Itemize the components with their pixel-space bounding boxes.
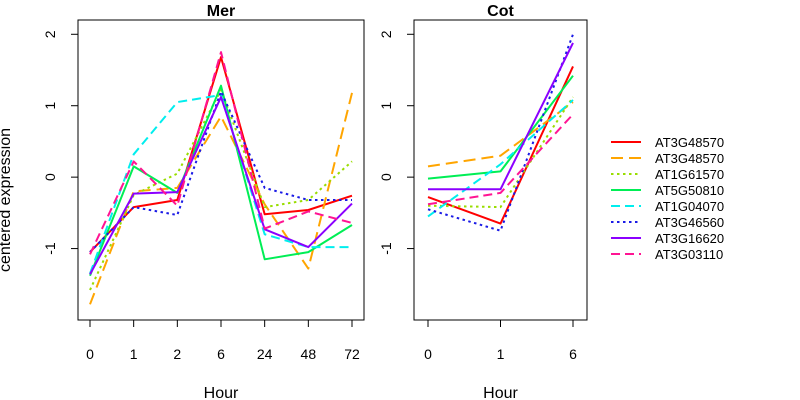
legend: AT3G48570AT3G48570AT1G61570AT5G50810AT1G… [611,135,724,262]
y-tick-label-cot-2: 2 [378,30,394,38]
y-tick-label-mer-0: 0 [42,173,58,181]
panel-title-cot: Cot [487,3,514,20]
series-line-mer-7-at3g16620 [89,96,353,275]
series-line-cot-2-at3g48570 [427,101,574,168]
legend-label-1: AT3G48570 [655,135,724,150]
legend-label-6: AT3G46560 [655,215,724,230]
series-line-mer-8-at3g03110 [89,51,353,255]
panel-title-mer: Mer [207,3,235,20]
y-tick-label-mer--1: -1 [42,242,58,255]
x-tick-label-mer-6: 6 [217,346,225,362]
y-tick-label-mer-1: 1 [42,102,58,110]
x-tick-label-cot-0: 0 [424,346,432,362]
series-line-cot-3-at1g61570 [427,96,574,209]
series-line-mer-1-at3g48570 [89,56,353,253]
series-line-cot-6-at3g46560 [427,33,574,232]
x-tick-label-mer-72: 72 [344,346,360,362]
y-tick-label-cot-1: 1 [378,102,394,110]
legend-label-8: AT3G03110 [655,247,723,262]
panel-mer: Mer 0 1 2 6 24 48 72 Hour -1 0 1 2 [42,3,365,400]
panel-cot: Cot 0 1 6 Hour -1 0 1 2 [378,3,588,400]
x-tick-label-mer-24: 24 [257,346,273,362]
x-axis-title-mer: Hour [204,385,239,400]
series-line-cot-8-at3g03110 [427,113,574,206]
x-tick-label-mer-0: 0 [86,346,94,362]
series-line-cot-7-at3g16620 [428,42,574,191]
series-line-mer-5-at1g04070 [89,94,352,274]
series-line-mer-4-at5g50810 [89,84,353,277]
x-tick-label-cot-1: 1 [497,346,505,362]
series-line-mer-3-at1g61570 [89,89,353,291]
series-line-cot-4-at5g50810 [427,75,574,180]
legend-label-3: AT1G61570 [655,167,724,182]
legend-label-5: AT1G04070 [655,199,724,214]
x-tick-label-mer-48: 48 [301,346,317,362]
series-line-mer-2-at3g48570 [89,92,353,305]
y-tick-label-cot--1: -1 [378,242,394,255]
x-tick-label-cot-6: 6 [569,346,577,362]
legend-label-4: AT5G50810 [655,183,724,198]
x-axis-title-cot: Hour [483,385,518,400]
y-tick-label-cot-0: 0 [378,173,394,181]
legend-label-2: AT3G48570 [655,151,724,166]
series-line-cot-5-at1g04070 [427,99,574,218]
plot-frame-mer [77,19,365,321]
x-tick-label-mer-2: 2 [173,346,181,362]
x-tick-label-mer-1: 1 [130,346,138,362]
legend-label-7: AT3G16620 [655,231,724,246]
y-axis-title: centered expression [0,128,14,272]
y-tick-label-mer-2: 2 [42,30,58,38]
